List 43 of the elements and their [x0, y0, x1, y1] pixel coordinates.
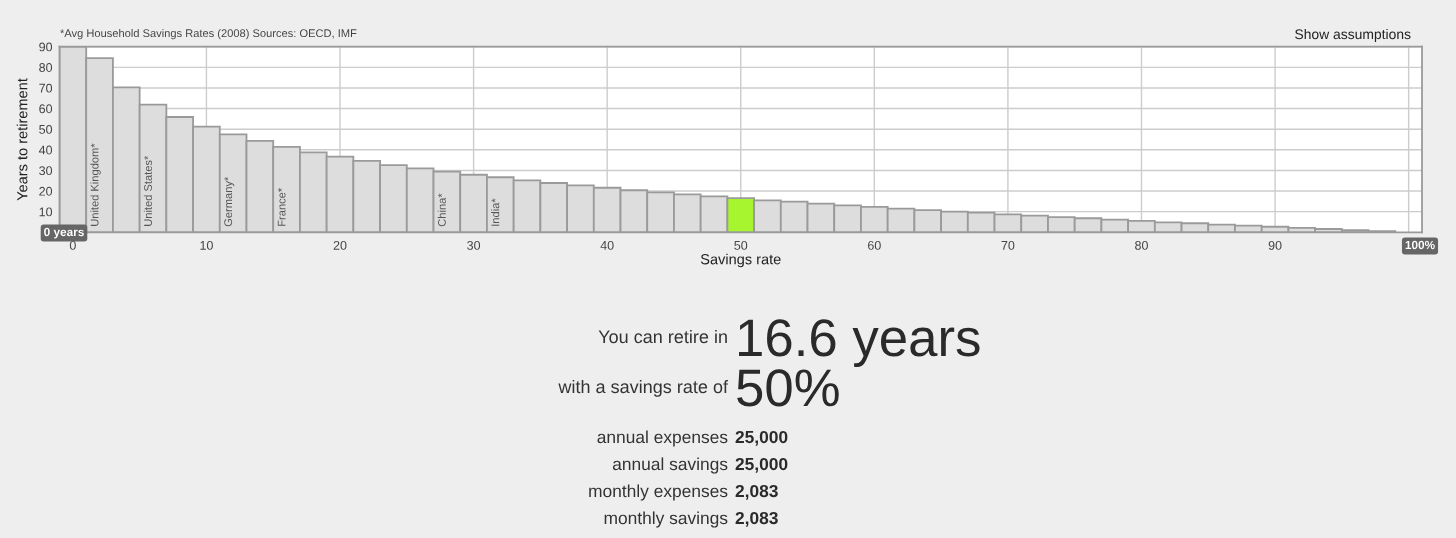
text: with a savings rate of [558, 379, 729, 397]
text: annual savings [612, 457, 728, 474]
text: 2,083 [735, 511, 778, 527]
y-tick-label: 20 [39, 186, 53, 196]
text: monthly expenses [589, 484, 728, 501]
y-tick-label: 30 [39, 166, 53, 176]
x-tick-label: 0 [69, 240, 76, 250]
x-tick-label: 30 [467, 240, 481, 250]
y-axis-title: Years to retirement [16, 78, 28, 201]
text: 2,083 [735, 484, 778, 500]
x-tick-label: 80 [1135, 240, 1148, 250]
annotation: United States* [143, 155, 152, 226]
x-axis-title: Savings rate [700, 253, 781, 268]
annotation: China* [437, 193, 446, 227]
y-tick-label: 70 [39, 83, 53, 93]
y-tick-label: 50 [39, 124, 53, 134]
text: 50% [737, 369, 839, 407]
annotation: France* [277, 188, 286, 226]
y-tick-label: 10 [39, 207, 53, 217]
x-tick-label: 70 [1001, 240, 1015, 250]
text: 25,000 [735, 457, 788, 473]
x-tick-label: 40 [600, 240, 614, 250]
annotation: India* [491, 198, 500, 226]
text: 25,000 [735, 430, 788, 446]
y-tick-label: 80 [39, 63, 53, 72]
text: Show assumptions [1295, 28, 1411, 42]
annotation: Germany* [224, 176, 235, 227]
text: annual expenses [597, 430, 728, 447]
x-tick-label: 50 [734, 240, 748, 250]
x-tick-label: 10 [200, 240, 213, 250]
text: monthly savings [604, 511, 728, 528]
y-tick-label: 90 [39, 42, 53, 52]
y-tick-label: 40 [38, 145, 53, 155]
x-tick-label: 90 [1268, 240, 1282, 250]
annotation: United Kingdom* [90, 143, 101, 226]
text: You can retire in [598, 329, 727, 344]
text: 16.6 years [739, 319, 980, 367]
text: *Avg Household Savings Rates (2008) Sources: OECD, IMF [60, 28, 357, 40]
x-tick-label: 20 [333, 240, 347, 250]
annotation: 0 years [44, 227, 84, 239]
text: 100% [1405, 240, 1435, 250]
x-tick-label: 60 [868, 240, 881, 250]
y-tick-label: 60 [39, 104, 53, 114]
